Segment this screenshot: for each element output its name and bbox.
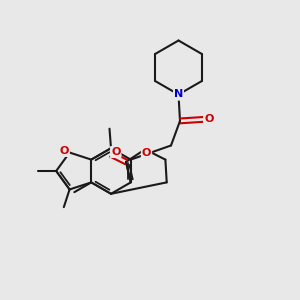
Text: O: O	[142, 148, 151, 158]
Text: O: O	[59, 146, 69, 156]
Text: O: O	[142, 148, 151, 158]
Text: O: O	[204, 114, 214, 124]
Text: N: N	[174, 89, 183, 100]
Text: O: O	[204, 114, 214, 124]
Text: N: N	[174, 89, 183, 100]
Text: O: O	[111, 147, 120, 157]
Text: O: O	[111, 147, 120, 157]
Text: O: O	[59, 146, 69, 156]
